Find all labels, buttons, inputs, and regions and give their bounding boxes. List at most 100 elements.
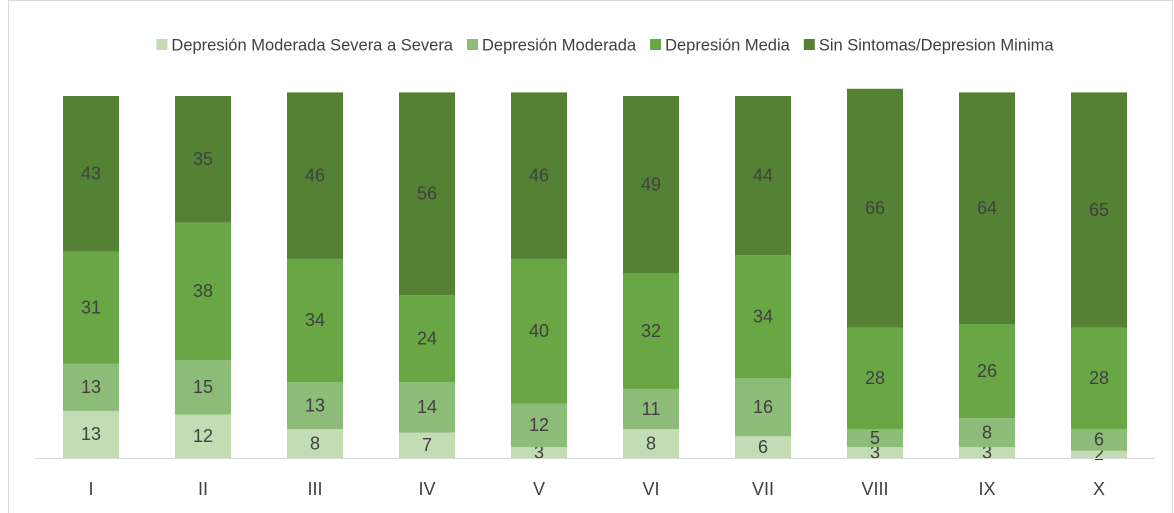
- data-label: 7: [422, 435, 432, 455]
- legend-label: Depresión Moderada Severa a Severa: [171, 36, 453, 54]
- bar-segment: [1071, 450, 1127, 458]
- data-label: 13: [305, 395, 325, 415]
- legend-swatch: [650, 39, 662, 50]
- bar-segment: [847, 88, 903, 328]
- bar-segment: [511, 447, 567, 458]
- data-label: 34: [753, 307, 773, 327]
- data-label: 38: [193, 281, 213, 301]
- bar-segment: [175, 360, 231, 415]
- data-label: 6: [1094, 430, 1104, 450]
- data-label: 31: [81, 298, 101, 318]
- data-label: 40: [529, 321, 549, 341]
- data-label: 16: [753, 397, 773, 417]
- data-label: 13: [81, 424, 101, 444]
- bar-segment: [63, 363, 119, 411]
- legend-label: Depresión Media: [665, 36, 791, 54]
- data-label: 46: [305, 165, 325, 185]
- data-label: 28: [1089, 368, 1109, 388]
- bar-segment: [959, 447, 1015, 458]
- data-label: 12: [529, 415, 549, 435]
- x-tick-label: I: [88, 479, 93, 499]
- bar-segment: [735, 436, 791, 458]
- bar-segment: [847, 429, 903, 448]
- data-label: 43: [81, 164, 101, 184]
- data-label: 6: [758, 437, 768, 457]
- legend-label: Depresión Moderada: [482, 36, 637, 54]
- data-label: 13: [81, 377, 101, 397]
- data-label: 15: [193, 377, 213, 397]
- bar-segment: [175, 222, 231, 361]
- x-tick-label: V: [533, 479, 545, 499]
- data-label: 2: [1094, 444, 1104, 464]
- data-label: 14: [417, 397, 437, 417]
- bar-segment: [623, 96, 679, 274]
- data-label: 11: [642, 399, 661, 419]
- bar-segment: [959, 92, 1015, 325]
- data-label: 24: [417, 328, 437, 348]
- data-label: 3: [870, 442, 880, 462]
- bar-segment: [959, 418, 1015, 448]
- data-label: 49: [641, 174, 661, 194]
- bar-segment: [847, 447, 903, 458]
- x-tick-label: III: [307, 479, 322, 499]
- bar-segment: [399, 92, 455, 296]
- bar-segment: [287, 429, 343, 458]
- x-tick-label: IX: [978, 479, 995, 499]
- bar-segment: [1071, 429, 1127, 451]
- data-label: 5: [870, 428, 880, 448]
- bar-segment: [623, 273, 679, 390]
- data-label: 35: [193, 149, 213, 169]
- bar-segment: [847, 327, 903, 430]
- data-label: 12: [193, 426, 213, 446]
- x-tick-label: X: [1093, 479, 1105, 499]
- bar-segment: [735, 378, 791, 437]
- bar-segment: [175, 414, 231, 458]
- bar-segment: [287, 92, 343, 259]
- bar-segment: [623, 429, 679, 458]
- bar-segment: [735, 96, 791, 256]
- bar-segment: [175, 96, 231, 223]
- data-label: 64: [977, 198, 997, 218]
- x-tick-label: VIII: [861, 479, 888, 499]
- bar-segment: [399, 295, 455, 382]
- chart-frame: [8, 0, 1173, 513]
- bar-segment: [1071, 327, 1127, 430]
- data-label: 46: [529, 165, 549, 185]
- bar-segment: [399, 381, 455, 433]
- x-tick-label: IV: [418, 479, 435, 499]
- x-tick-label: II: [198, 479, 208, 499]
- bar-segment: [511, 258, 567, 404]
- bar-segment: [959, 324, 1015, 419]
- data-label: 65: [1089, 200, 1109, 220]
- bar-segment: [735, 255, 791, 379]
- legend-swatch: [156, 39, 168, 50]
- data-label: 3: [982, 442, 992, 462]
- bar-segment: [623, 389, 679, 430]
- bar-segment: [1071, 92, 1127, 328]
- bar-segment: [511, 92, 567, 259]
- data-label: 44: [753, 165, 773, 185]
- bar-segment: [63, 96, 119, 252]
- bar-segment: [63, 251, 119, 364]
- x-tick-label: VII: [752, 479, 774, 499]
- data-label: 66: [865, 198, 885, 218]
- data-label: 28: [865, 368, 885, 388]
- legend-swatch: [803, 39, 815, 50]
- bar-segment: [287, 258, 343, 382]
- x-tick-label: VI: [642, 479, 659, 499]
- data-label: 56: [417, 183, 437, 203]
- bar-segment: [399, 432, 455, 458]
- bar-segment: [63, 410, 119, 458]
- legend-label: Sin Sintomas/Depresion Minima: [819, 36, 1055, 54]
- legend-swatch: [467, 39, 478, 50]
- bar-segment: [511, 403, 567, 448]
- data-label: 8: [310, 433, 320, 453]
- data-label: 8: [646, 433, 656, 453]
- data-label: 34: [305, 310, 325, 330]
- data-label: 3: [534, 442, 544, 462]
- bar-segment: [287, 381, 343, 430]
- data-label: 26: [977, 361, 997, 381]
- data-label: 32: [641, 321, 661, 341]
- data-label: 8: [982, 422, 992, 442]
